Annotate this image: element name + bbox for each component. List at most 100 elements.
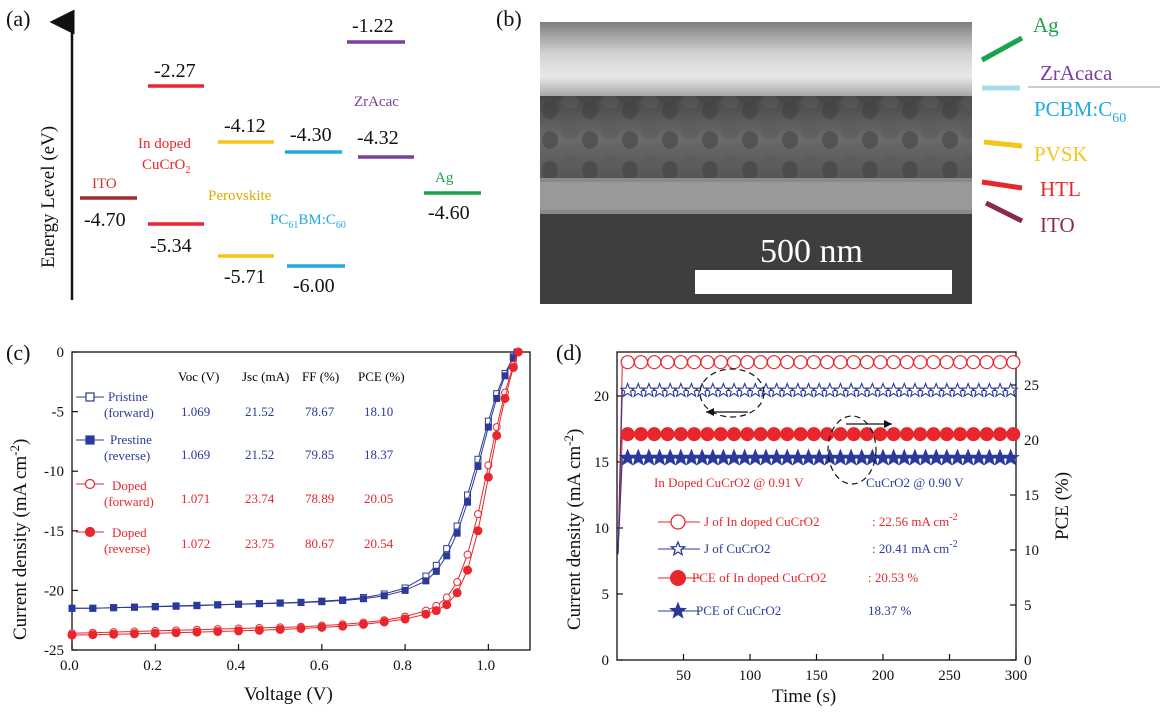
legend-marker-pristine-fwd: [85, 392, 95, 402]
zracac-label: ZrAcac: [354, 94, 399, 110]
stability-point: [620, 427, 635, 442]
jv-x-tick-label: 0.8: [393, 658, 412, 674]
stability-point: [979, 427, 994, 442]
jv-point: [234, 626, 244, 636]
stability-y-tick-label: 15: [594, 455, 609, 471]
left-axis-arrowhead: [706, 408, 714, 416]
stability-y2-tick-label: 5: [1024, 598, 1032, 614]
stability-point: [766, 427, 781, 442]
legend-label-doped-fwd-1: Doped: [112, 478, 147, 493]
jv-point: [463, 565, 473, 575]
right-axis-arrowhead: [884, 420, 892, 428]
stability-point: [793, 427, 808, 442]
ag-level-value: -4.60: [428, 202, 470, 224]
jv-point: [214, 601, 222, 609]
stability-point: [859, 355, 875, 370]
stability-point: [970, 381, 987, 398]
jv-point: [380, 592, 388, 600]
ito-level-value: -4.70: [84, 209, 126, 231]
stability-point: [899, 427, 914, 442]
jv-point: [442, 600, 452, 610]
stability-point: [800, 381, 817, 398]
stability-point: [885, 381, 902, 398]
stability-point: [700, 355, 715, 370]
stability-point: [694, 381, 711, 398]
jv-point: [235, 600, 243, 608]
stability-point: [993, 427, 1008, 442]
stability-point: [960, 381, 977, 398]
sem-layer-zracaca: ZrAcaca: [1040, 61, 1113, 85]
stability-point: [673, 355, 688, 370]
zracac-cb-value: -1.22: [352, 15, 394, 37]
stability-point: [873, 427, 888, 442]
stability-y2-tick-label: 15: [1024, 488, 1039, 504]
legend-label-doped-fwd-2: (forward): [104, 494, 154, 509]
stability-point: [953, 355, 968, 370]
jv-point: [317, 622, 327, 632]
cucro2-label-line1: In doped: [138, 136, 191, 152]
stability-point: [704, 381, 721, 398]
pcbm-vb-value: -6.00: [293, 275, 335, 297]
stability-y-tick-label: 10: [594, 521, 609, 537]
stability-point: [630, 381, 647, 398]
panel-label-b: (b): [496, 6, 522, 31]
jv-point: [483, 472, 493, 482]
jv-point: [453, 578, 462, 587]
stability-point: [780, 427, 795, 442]
jv-point: [68, 604, 76, 612]
stability-point: [906, 381, 924, 398]
jv-point: [484, 423, 492, 431]
stability-point: [620, 355, 635, 370]
stability-point: [913, 355, 928, 370]
stability-point: [874, 381, 892, 398]
stability-point: [820, 355, 835, 370]
legend-marker-doped-fwd: [84, 478, 96, 490]
stability-point: [779, 381, 796, 398]
pce-doped-rev: 20.54: [364, 536, 394, 551]
jv-point: [508, 362, 518, 372]
jv-point: [493, 394, 501, 402]
ito-material-label: ITO: [92, 176, 117, 192]
table-header-ff: FF (%): [302, 369, 339, 384]
jv-y-tick-label: 0: [57, 345, 65, 361]
sem-layer-pcbm: PCBM:C60: [1034, 97, 1126, 126]
ff-doped-fwd: 78.89: [305, 491, 334, 506]
legend-value-j-pristine: : 20.41 mA cm-2: [872, 539, 958, 556]
perovskite-cb-value: -4.12: [224, 115, 266, 137]
cucro2-cb-value: -2.27: [154, 60, 196, 82]
voc-pristine-fwd: 1.069: [181, 404, 210, 419]
stability-point: [672, 381, 689, 398]
legend-label-pristine-rev-1: Prestine: [110, 432, 152, 447]
jv-point: [88, 630, 98, 640]
stability-point: [886, 427, 901, 442]
stability-point: [806, 427, 821, 442]
jv-plot-frame: [71, 351, 531, 651]
stability-point: [713, 427, 728, 442]
legend-marker-j-pristine: [669, 540, 687, 557]
stability-point: [651, 381, 668, 398]
panel-label-c: (c): [6, 340, 30, 365]
j-curves-highlight: [699, 368, 765, 418]
legend-label-pristine-fwd-1: Pristine: [108, 389, 148, 404]
stability-point: [789, 381, 806, 398]
legend-marker-pce-doped: [670, 570, 686, 586]
jv-x-tick-label: 0.2: [143, 658, 162, 674]
stability-point: [913, 427, 928, 442]
perovskite-label: Perovskite: [208, 188, 272, 204]
stability-point: [981, 381, 998, 398]
jv-y-axis-title: Current density (mA cm-2): [7, 439, 31, 640]
stability-point: [896, 381, 913, 398]
stability-point: [860, 427, 875, 442]
stability-point: [846, 427, 861, 442]
stability-point: [966, 427, 981, 442]
jv-x-tick-label: 1.0: [476, 658, 495, 674]
zracac-vb-value: -4.32: [357, 127, 399, 149]
jv-y-tick-label: -10: [44, 464, 64, 480]
stability-point: [820, 427, 835, 442]
jv-point: [432, 567, 440, 575]
stability-point: [660, 355, 675, 370]
stability-y-axis-title: Current density (mA cm-2): [561, 429, 585, 630]
stability-point: [660, 427, 675, 442]
condition-pristine: CuCrO2 @ 0.90 V: [866, 475, 964, 490]
panel-a: (a) Energy Level (eV) ITO -4.70 -2.27 In…: [6, 6, 481, 300]
